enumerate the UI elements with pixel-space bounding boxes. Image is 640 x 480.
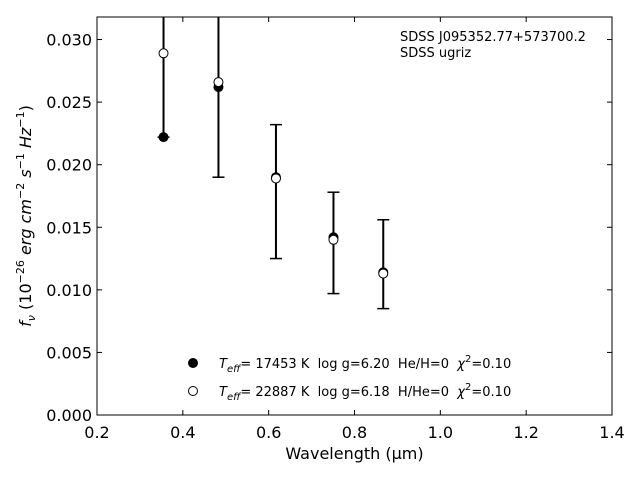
y-tick-label: 0.020 [46, 156, 92, 175]
y-tick-label: 0.015 [46, 218, 92, 237]
data-point-open [270, 173, 281, 184]
data-point-open [213, 77, 224, 88]
error-bars [157, 17, 390, 310]
legend: Teff= 17453 K log g=6.20 He/H=0 χ2=0.10 … [188, 354, 511, 403]
y-tick-label: 0.005 [46, 343, 92, 362]
data-point-open [328, 234, 339, 245]
data-point-filled [158, 132, 169, 143]
x-axis-title: Wavelength (μm) [285, 444, 423, 463]
legend-marker-open [188, 386, 198, 396]
x-tick-label: 0.2 [84, 423, 109, 442]
annotation-survey: SDSS ugriz [400, 46, 471, 61]
legend-marker-filled [188, 358, 198, 368]
y-axis-title: fν (10−26 erg cm−2 s−1 Hz−1) [14, 105, 38, 327]
data-point-open [378, 268, 389, 279]
y-tick-label: 0.010 [46, 281, 92, 300]
series-open [158, 48, 389, 279]
legend-label-filled: Teff= 17453 K log g=6.20 He/H=0 χ2=0.10 [219, 354, 511, 375]
plot-frame [96, 16, 613, 416]
y-tick-label: 0.030 [46, 31, 92, 50]
x-tick-label: 1.2 [513, 423, 538, 442]
x-tick-label: 0.6 [256, 423, 281, 442]
x-axis: 0.2 0.4 0.6 0.8 1.0 1.2 1.4 [84, 17, 625, 442]
x-tick-label: 0.8 [342, 423, 367, 442]
y-tick-label: 0.025 [46, 93, 92, 112]
y-axis: 0.000 0.005 0.010 0.015 0.020 0.025 0.030 [46, 31, 612, 425]
x-tick-label: 1.4 [599, 423, 624, 442]
x-tick-label: 0.4 [170, 423, 195, 442]
plot-area [157, 17, 390, 310]
data-point-open [158, 48, 169, 59]
y-tick-label: 0.000 [46, 406, 92, 425]
annotation-object: SDSS J095352.77+573700.2 [400, 30, 586, 45]
x-tick-label: 1.0 [428, 423, 453, 442]
legend-label-open: Teff= 22887 K log g=6.18 H/He=0 χ2=0.10 [219, 382, 511, 403]
